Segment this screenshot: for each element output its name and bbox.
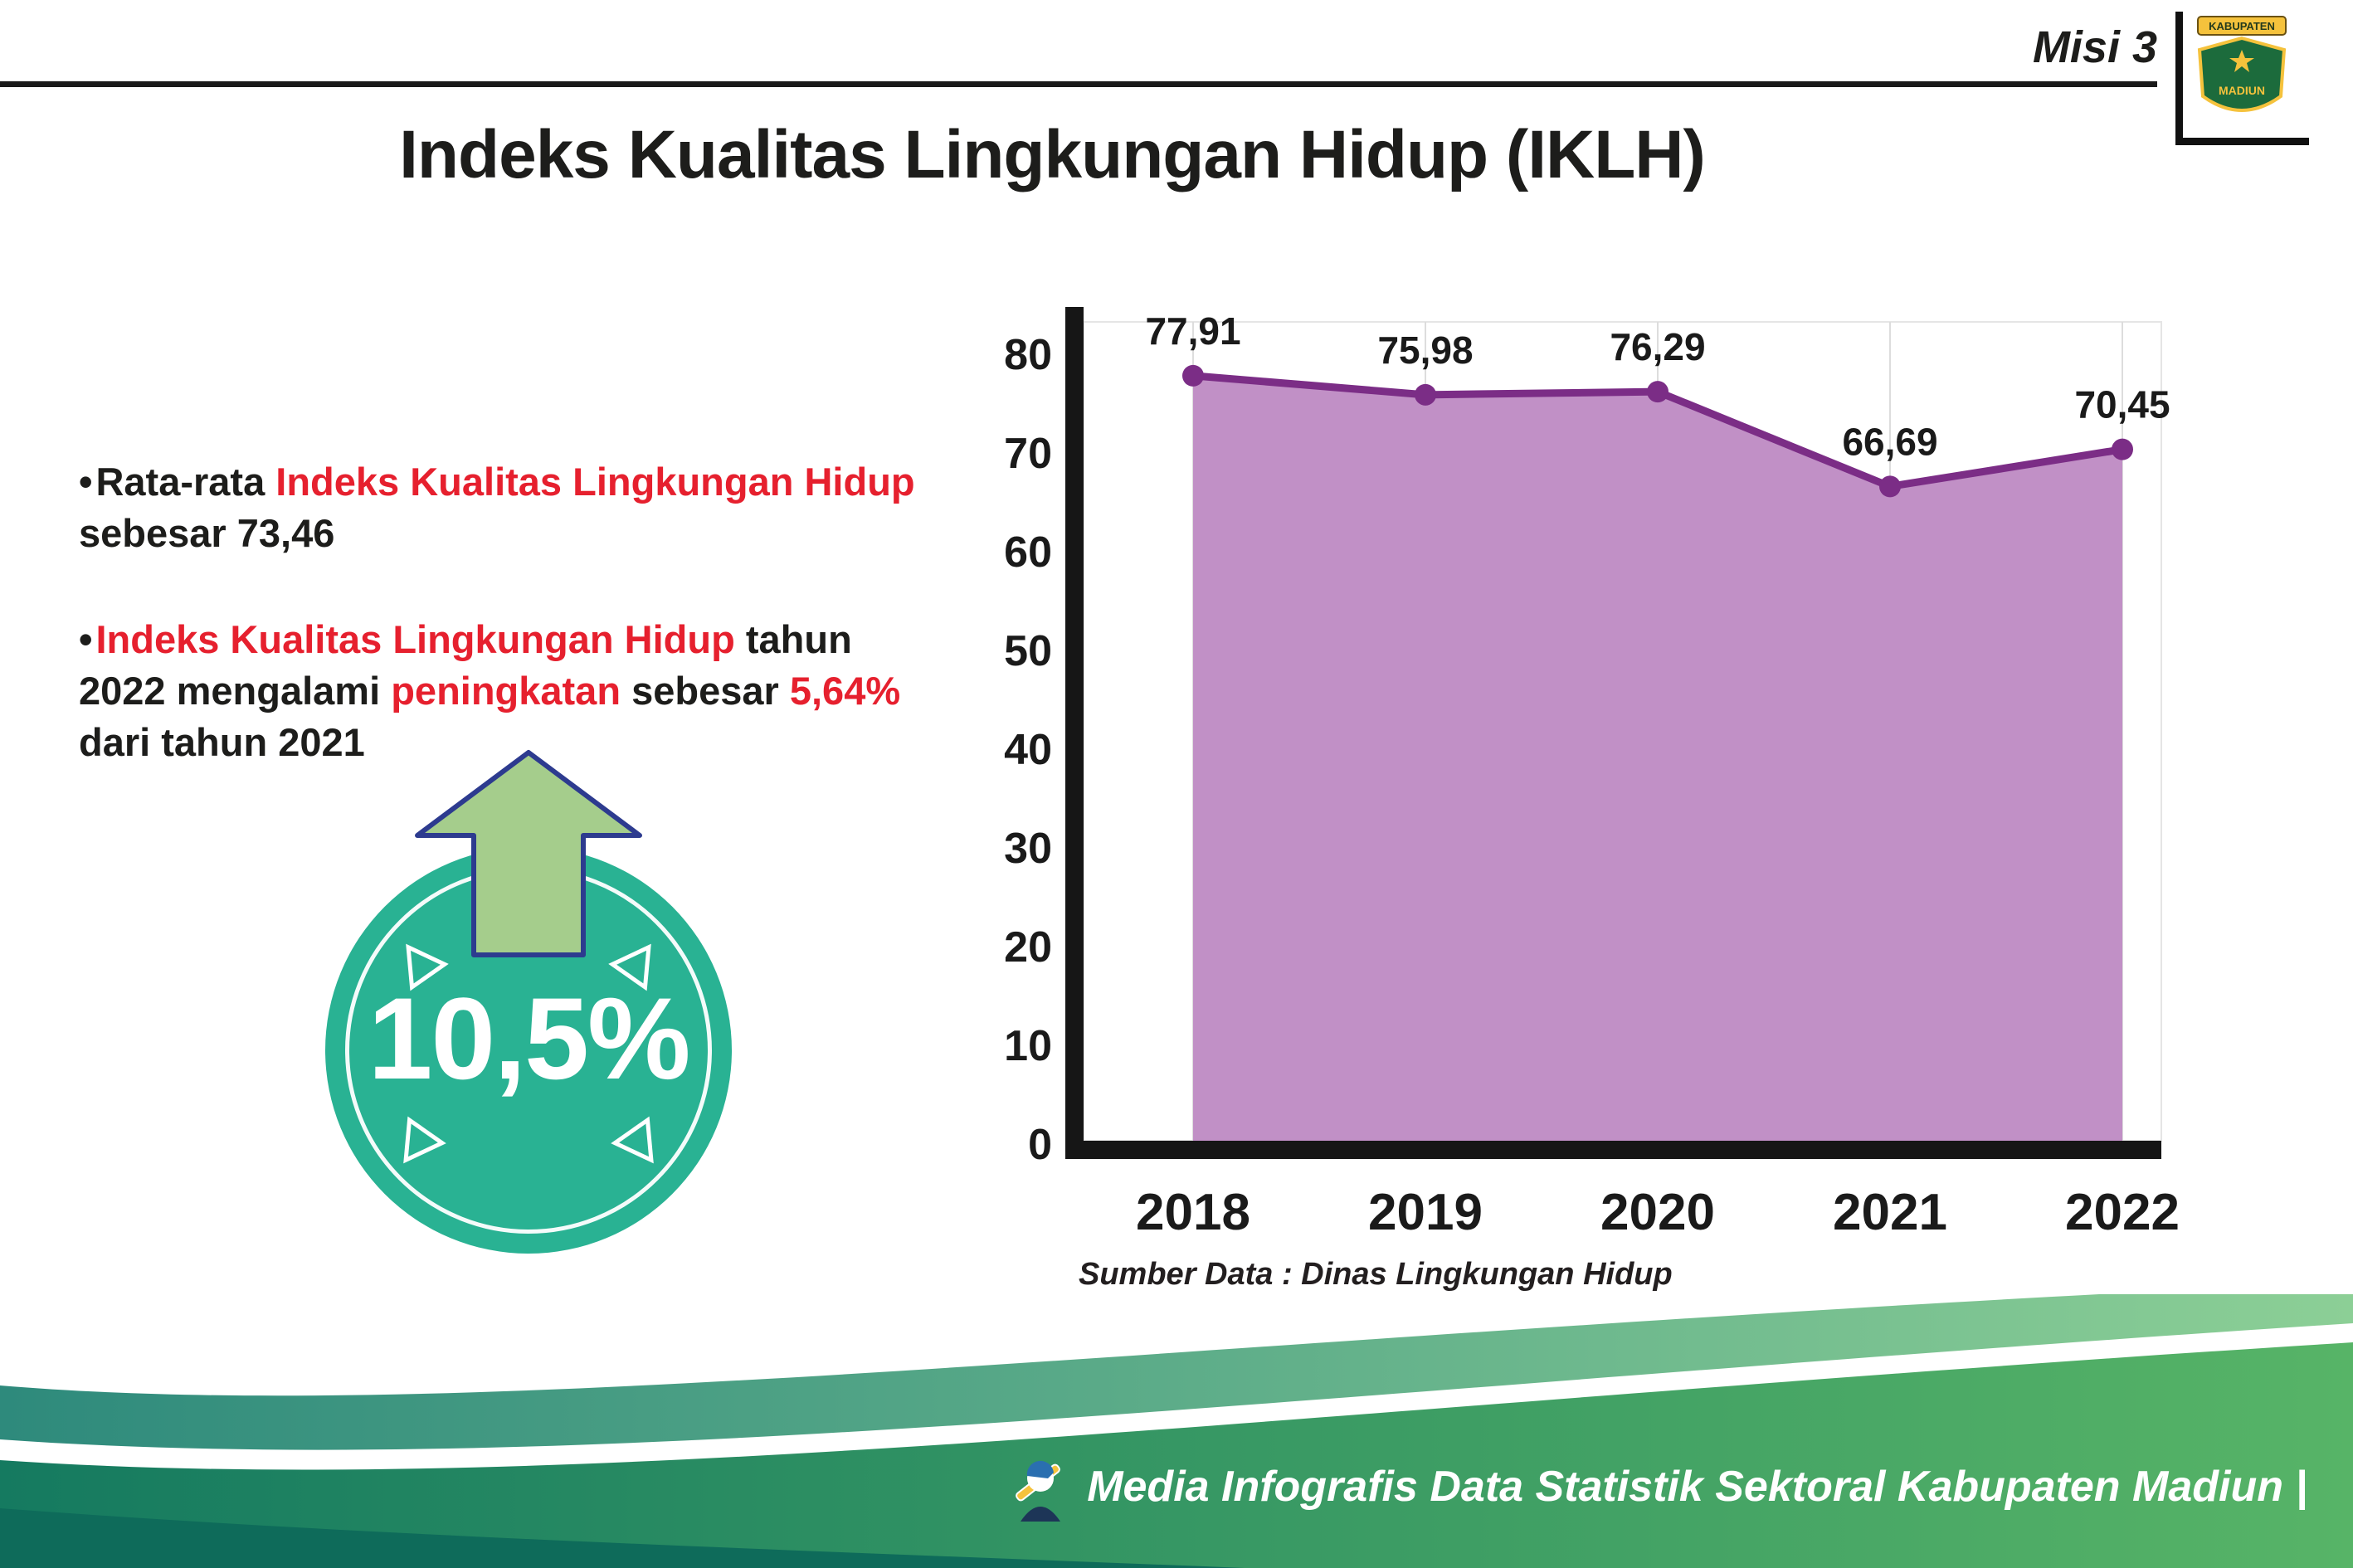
x-axis xyxy=(1065,1141,2161,1159)
footer-credit: Media Infografis Data Statistik Sektoral… xyxy=(1087,1463,2307,1511)
y-tick-label: 10 xyxy=(1004,1022,1052,1070)
coat-of-arms-icon: KABUPATEN MADIUN xyxy=(2197,16,2287,112)
badge-value: 10,5% xyxy=(368,973,691,1103)
chart-value-label: 75,98 xyxy=(1377,329,1473,372)
footer: Media Infografis Data Statistik Sektoral… xyxy=(1007,1450,2307,1523)
data-source: Sumber Data : Dinas Lingkungan Hidup xyxy=(1079,1257,1673,1292)
header-divider xyxy=(0,81,2157,87)
logo-bottom-text: MADIUN xyxy=(2219,84,2265,97)
page-title: Indeks Kualitas Lingkungan Hidup (IKLH) xyxy=(399,117,1706,192)
chart-value-label: 77,91 xyxy=(1145,309,1240,353)
bullet1-seg3: sebesar 73,46 xyxy=(79,511,335,556)
bullet-increase-2022: Indeks Kualitas Lingkungan Hidup tahun 2… xyxy=(79,614,933,768)
kabupaten-madiun-logo: KABUPATEN MADIUN xyxy=(2175,12,2309,145)
chart-area xyxy=(1193,375,2122,1142)
chart-value-label: 66,69 xyxy=(1842,420,1937,463)
badge-triangle-decorations xyxy=(403,943,654,1164)
misi-label: Misi 3 xyxy=(2032,22,2157,72)
bullet2-seg6: dari tahun 2021 xyxy=(79,720,365,765)
bullet-list: Rata-rata Indeks Kualitas Lingkungan Hid… xyxy=(79,456,933,823)
y-tick-label: 50 xyxy=(1004,627,1052,675)
bullet-average-iklh: Rata-rata Indeks Kualitas Lingkungan Hid… xyxy=(79,456,933,559)
y-tick-label: 30 xyxy=(1004,825,1052,873)
x-axis-label: 2021 xyxy=(1833,1184,1947,1241)
chart-value-label: 76,29 xyxy=(1610,325,1705,368)
chart-point xyxy=(1182,364,1204,387)
bullet1-seg1: Rata-rata xyxy=(95,460,276,504)
y-tick-label: 60 xyxy=(1004,528,1052,577)
x-axis-label: 2018 xyxy=(1136,1184,1250,1241)
mascot-icon xyxy=(1016,1460,1061,1522)
logo-top-text: KABUPATEN xyxy=(2209,20,2275,32)
bullet2-seg3: peningkatan xyxy=(391,669,621,713)
footer-waves xyxy=(0,1294,2353,1568)
up-arrow-icon xyxy=(415,750,642,957)
chart-point xyxy=(1415,383,1436,406)
chart-point xyxy=(1647,381,1669,403)
x-axis-label: 2020 xyxy=(1600,1184,1715,1241)
y-tick-label: 80 xyxy=(1004,331,1052,379)
bullet1-seg2: Indeks Kualitas Lingkungan Hidup xyxy=(275,460,915,504)
y-tick-label: 20 xyxy=(1004,923,1052,971)
bullet2-seg1: Indeks Kualitas Lingkungan Hidup xyxy=(95,617,735,662)
x-axis-label: 2022 xyxy=(2065,1184,2180,1241)
chart-point xyxy=(2112,438,2133,460)
y-tick-label: 0 xyxy=(1028,1121,1052,1169)
bullet2-seg2: tahun 2022 mengalami xyxy=(79,617,852,713)
bullet2-seg5: 5,64% xyxy=(789,669,901,713)
y-axis xyxy=(1065,307,1084,1159)
chart-point xyxy=(1879,475,1901,498)
y-tick-label: 70 xyxy=(1004,430,1052,478)
iklh-area-chart: 77,91 75,98 76,29 66,69 70,45 0 10 20 30 40 50 60 70… xyxy=(1004,307,2180,1241)
bullet2-seg4: sebesar xyxy=(621,669,790,713)
x-axis-label: 2019 xyxy=(1368,1184,1483,1241)
chart-value-label: 70,45 xyxy=(2074,383,2170,426)
y-tick-label: 40 xyxy=(1004,726,1052,774)
